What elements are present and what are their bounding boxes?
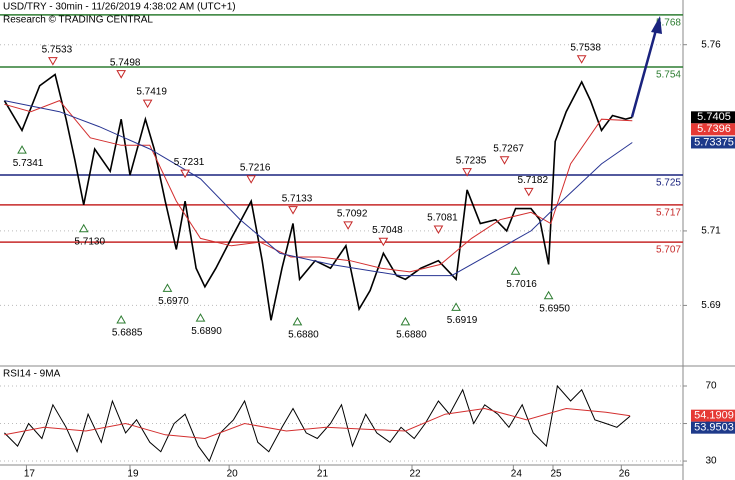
annotation-label: 5.7533	[42, 44, 73, 55]
price-tag-label: 53.9503	[694, 422, 734, 434]
level-label: 5.768	[656, 18, 681, 29]
y-tick-label: 5.76	[701, 39, 721, 50]
price-tag	[691, 111, 735, 124]
annotation-label: 5.6880	[396, 329, 427, 340]
forecast-arrow	[630, 16, 662, 118]
peak-marker	[499, 156, 510, 165]
price-tag	[691, 409, 735, 422]
annotation-label: 5.7235	[456, 155, 487, 166]
annotation-label: 5.7133	[282, 193, 313, 204]
price-tag-label: 54.1909	[694, 410, 734, 422]
chart-subtitle: Research © TRADING CENTRAL	[3, 15, 153, 26]
trough-marker	[543, 290, 554, 300]
plot-area: 5.76 5.71 5.69 5.768 5.754 5.725 5.717 5.707 5.7…	[0, 14, 735, 480]
price-tag	[691, 421, 735, 434]
annotation-label: 5.7419	[136, 87, 167, 98]
annotation-label: 5.7092	[337, 209, 368, 220]
trough-marker	[116, 314, 127, 324]
series-line	[4, 384, 631, 463]
x-tick-label: 24	[511, 469, 523, 480]
panel-title: RSI14 - 9MA	[3, 369, 61, 380]
peak-marker	[523, 187, 534, 197]
annotation-label: 5.7267	[493, 143, 524, 154]
annotation-label: 5.7048	[372, 225, 403, 236]
annotation-label: 5.6880	[288, 329, 319, 340]
y-tick-label: 70	[705, 381, 717, 392]
level-label: 5.707	[656, 245, 681, 256]
series-line	[4, 100, 633, 273]
arrow-shaft	[630, 29, 658, 118]
peak-marker	[462, 168, 472, 177]
peak-marker	[142, 99, 153, 109]
x-tick-label: 22	[409, 469, 421, 480]
trough-marker	[195, 313, 206, 322]
trough-marker	[292, 316, 303, 326]
annotation-label: 5.7016	[506, 279, 537, 290]
trough-marker	[400, 316, 411, 326]
annotation-label: 5.6970	[158, 296, 189, 307]
peak-marker	[433, 225, 444, 235]
peak-marker	[48, 57, 58, 66]
x-tick-label: 17	[24, 469, 36, 480]
peak-marker	[288, 206, 298, 215]
x-tick-label: 26	[619, 469, 631, 480]
series-line	[4, 100, 633, 277]
level-label: 5.725	[656, 178, 681, 189]
level-label: 5.754	[656, 70, 681, 81]
price-tag	[691, 123, 735, 136]
annotation-label: 5.6919	[447, 315, 478, 326]
series-line	[4, 407, 631, 440]
price-tag	[691, 136, 735, 149]
price-tag-label: 5.7396	[697, 123, 731, 135]
trough-marker	[510, 266, 521, 275]
trough-marker	[78, 223, 89, 233]
x-tick-label: 20	[227, 469, 239, 480]
annotation-label: 5.7081	[427, 213, 458, 224]
annotation-label: 5.7538	[570, 42, 601, 53]
arrow-head	[651, 16, 662, 34]
price-tag-label: 5.73375	[694, 136, 734, 148]
trough-marker	[17, 145, 27, 154]
trough-marker	[451, 302, 461, 311]
peak-marker	[343, 221, 353, 230]
price-tag-label: 5.7405	[697, 111, 731, 123]
annotation-label: 5.7498	[110, 57, 141, 68]
peak-marker	[246, 175, 257, 184]
y-tick-label: 30	[705, 456, 717, 467]
annotation-label: 5.6890	[191, 326, 222, 337]
annotation-label: 5.7216	[240, 162, 271, 173]
peak-marker	[180, 169, 190, 179]
peak-marker	[116, 70, 127, 79]
annotation-label: 5.7231	[174, 157, 205, 168]
peak-marker	[576, 55, 587, 64]
x-tick-label: 19	[127, 469, 139, 480]
x-tick-label: 21	[317, 469, 329, 480]
level-label: 5.717	[656, 207, 681, 218]
annotation-label: 5.7341	[13, 158, 44, 169]
x-tick-label: 25	[550, 469, 562, 480]
annotation-label: 5.7130	[74, 236, 105, 247]
annotation-label: 5.6950	[539, 303, 570, 314]
annotation-label: 5.6885	[112, 328, 143, 339]
y-tick-label: 5.71	[701, 226, 721, 237]
trough-marker	[162, 283, 173, 292]
chart-title: USD/TRY - 30min - 11/26/2019 4:38:02 AM …	[3, 2, 236, 13]
y-tick-label: 5.69	[701, 300, 721, 311]
peak-marker	[378, 237, 389, 247]
annotation-label: 5.7182	[517, 175, 548, 186]
